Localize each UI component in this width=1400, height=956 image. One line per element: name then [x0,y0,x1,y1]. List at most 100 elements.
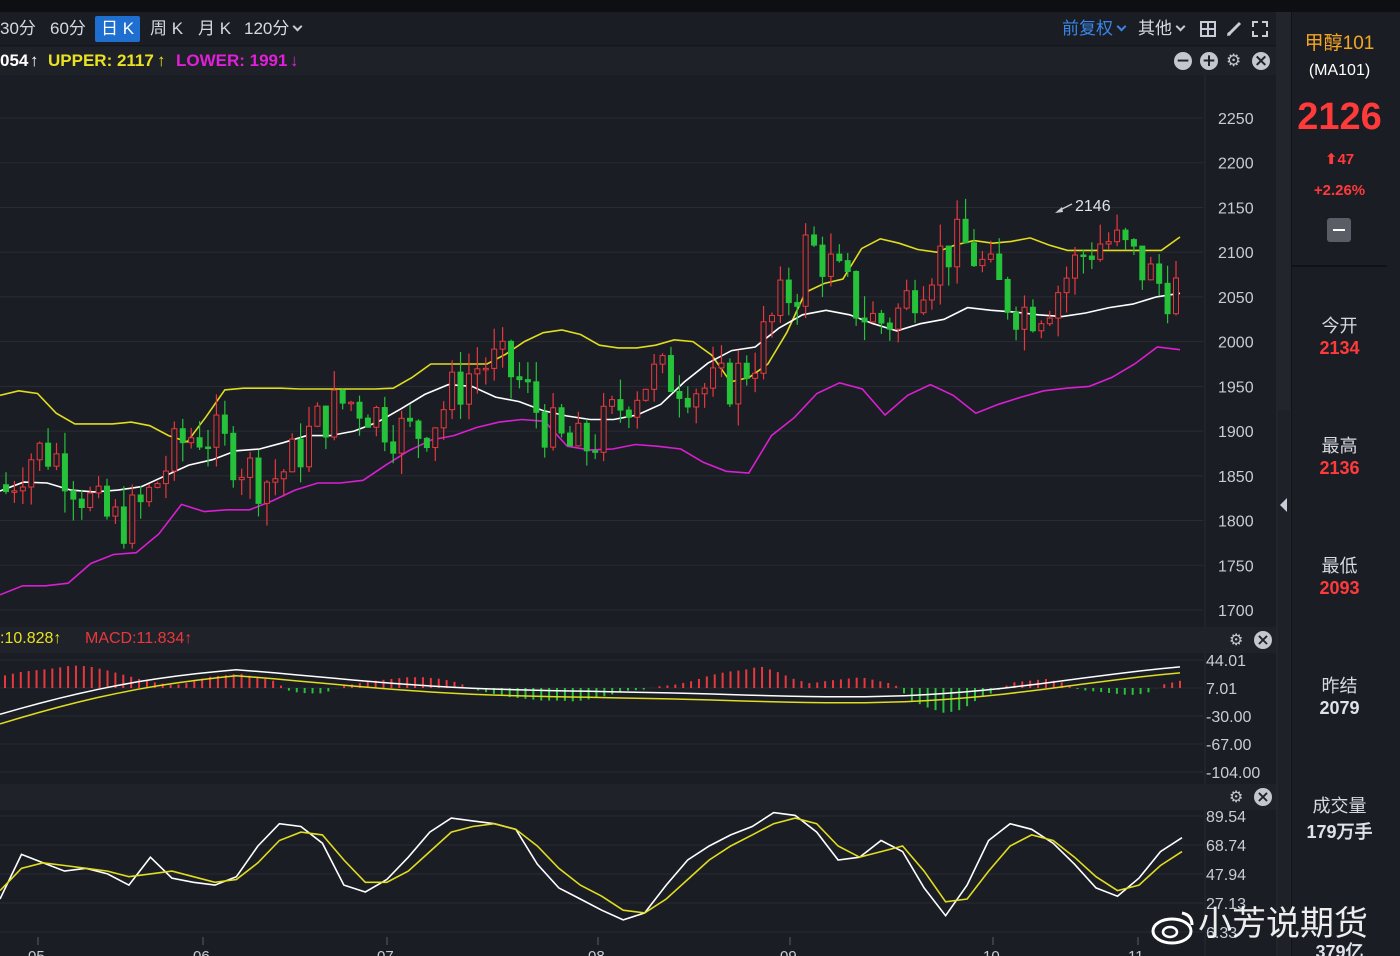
candle-body [1080,254,1087,258]
candle-body [701,387,708,395]
adjust-dropdown[interactable]: 前复权 [1062,12,1127,46]
candle-body [1173,277,1179,315]
mid-value: 054 [0,51,29,70]
period-30min[interactable]: 30分 [0,19,36,38]
candle-body [558,407,565,434]
kd-header: ⚙ × [0,784,1276,810]
prev-settle-label: 昨结 [1321,676,1358,696]
close-icon[interactable]: × [1252,51,1270,71]
upper-arrow: ↑ [157,51,166,70]
period-120min-dropdown[interactable]: 120分 [244,12,303,46]
collapse-quote-button[interactable] [1327,218,1351,242]
price-annotation: 2146 [1055,198,1111,215]
candle-body [3,484,9,493]
chevron-down-icon [292,21,303,32]
candle-body [1021,306,1028,330]
gear-icon[interactable]: ⚙ [1229,787,1244,806]
upper-value: UPPER: 2117 [48,51,154,70]
candle-body [600,405,607,453]
candle-body [306,425,313,468]
candle-body [280,471,287,480]
chevron-down-icon [1116,21,1127,32]
grid-icon[interactable] [1200,21,1216,42]
macd-tick-label: -104.00 [1206,765,1260,782]
candle-body [1071,254,1078,279]
boll-bands [0,236,1181,596]
candle-body [356,401,363,419]
candle-body [718,362,725,369]
contract-name: 甲醇101 [1304,33,1375,54]
dif-value: :10.828↑ [0,630,62,647]
price-tick-label: 1850 [1218,469,1254,486]
candle-body [743,362,750,379]
candle-body [11,490,18,493]
candle-body [760,321,767,374]
candle-body [129,494,136,544]
toolbar: 30分 60分 日 K 周 K 月 K 120分 前复权 其他 [0,12,1276,46]
candle-body [238,476,245,481]
candle-body [154,483,161,488]
candle-body [1029,306,1036,332]
macd-axis: 44.01 7.01 -30.00 -67.00 -104.00 [1206,653,1260,782]
candle-body [752,372,759,379]
candle-body [541,411,548,448]
candle-body [524,379,531,383]
candle-body [642,388,649,401]
close-icon[interactable]: × [1254,788,1272,806]
candle-body [533,381,540,413]
period-weekly[interactable]: 周 K [150,19,184,38]
minimize-icon[interactable]: − [1174,51,1192,71]
price-tick-label: 1800 [1218,514,1254,531]
candle-body [861,317,868,323]
candle-body [1055,292,1062,319]
candle-body [802,234,809,307]
candle-body [1164,282,1171,315]
candle-body [920,299,927,314]
candle-body [221,414,228,434]
lower-arrow: ↓ [290,51,299,70]
price-tick-label: 1900 [1218,424,1254,441]
kd-tick-label: 27.13 [1206,896,1246,913]
candle-body [659,355,666,365]
add-icon[interactable]: + [1200,51,1218,71]
period-monthly[interactable]: 月 K [198,19,232,38]
band-line-lower [0,346,1181,596]
candle-body [811,234,818,246]
period-daily[interactable]: 日 K [95,16,141,42]
contract-code: (MA101) [1308,62,1371,79]
price-tick-label: 2250 [1218,111,1254,128]
candle-body [945,245,952,268]
change-number: 47 [1337,151,1355,168]
candle-body [162,470,169,485]
pen-icon[interactable] [1226,21,1242,42]
candle-body [331,389,338,438]
candle-body [137,494,144,503]
collapse-handle[interactable] [1278,410,1290,956]
candle-body [1114,229,1121,243]
kd-axis: 89.54 68.74 47.94 27.13 6.33 [1206,809,1246,942]
fullscreen-icon[interactable] [1252,21,1268,42]
candle-body [247,457,254,478]
candle-body [954,218,961,268]
period-60min[interactable]: 60分 [50,19,86,38]
gear-icon[interactable]: ⚙ [1229,630,1244,649]
gear-icon[interactable]: ⚙ [1226,51,1242,71]
candle-body [348,401,355,405]
open-value: 2134 [1319,338,1360,358]
other-dropdown[interactable]: 其他 [1138,12,1186,46]
candle-body [45,442,52,467]
candle-body [651,363,658,390]
candle-body [912,290,919,314]
candle-body [625,409,632,418]
x-tick-label: 06 [193,948,210,956]
candle-body [465,373,472,405]
candle-body [146,486,153,503]
candle-body [794,302,801,307]
low-value: 2093 [1319,578,1360,598]
candle-body [566,432,573,447]
close-icon[interactable]: × [1254,631,1272,649]
candle-body [440,409,447,429]
candle-body [78,498,85,509]
candle-body [575,422,582,447]
adjust-label: 前复权 [1062,19,1113,38]
